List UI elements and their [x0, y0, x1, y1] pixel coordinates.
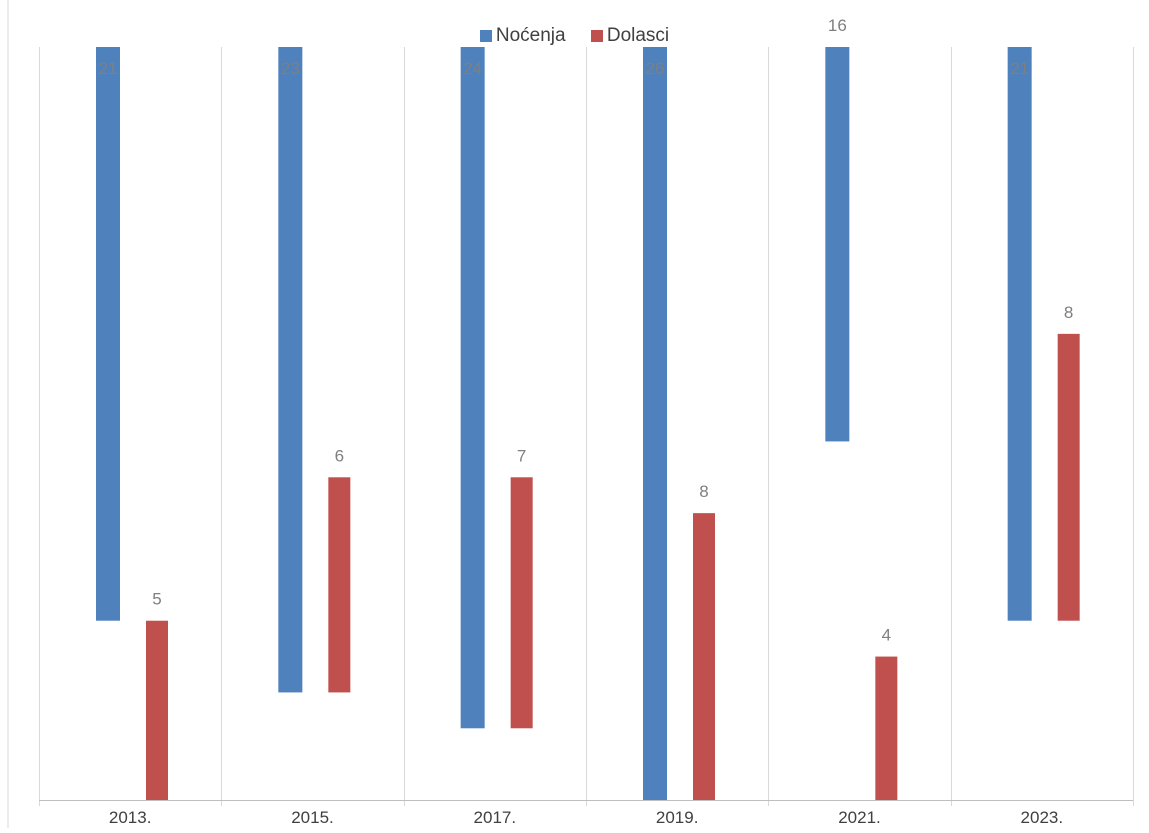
legend-label-nocenja: Noćenja — [495, 25, 566, 46]
x-tick-label: 2013. — [109, 808, 152, 827]
x-tick-label: 2019. — [656, 808, 699, 827]
data-label-nocenja-2023: 21 — [1010, 59, 1029, 78]
x-tick-label: 2021. — [838, 808, 881, 827]
bar-nocenja-2023 — [1007, 47, 1032, 621]
data-label-nocenja-2017: 24 — [463, 59, 482, 78]
bar-dolasci-2017 — [510, 477, 533, 729]
x-tick-label: 2023. — [1021, 808, 1064, 827]
chart-legend: Noćenja Dolasci — [0, 24, 1149, 48]
bar-dolasci-2015 — [328, 477, 351, 693]
data-label-nocenja-2021: 16 — [828, 16, 847, 35]
data-label-nocenja-2015: 23 — [281, 59, 300, 78]
bar-dolasci-2019 — [693, 513, 715, 800]
legend-item-nocenja: Noćenja — [479, 24, 566, 48]
data-label-dolasci-2019: 8 — [699, 482, 708, 501]
data-label-dolasci-2013: 5 — [152, 590, 161, 609]
legend-item-dolasci: Dolasci — [590, 24, 670, 48]
bar-nocenja-2017 — [460, 47, 485, 729]
data-label-nocenja-2019: 26 — [646, 59, 665, 78]
bar-nocenja-2015 — [278, 47, 303, 693]
data-label-nocenja-2013: 21 — [99, 59, 118, 78]
legend-swatch-dolasci — [590, 30, 603, 42]
data-label-dolasci-2017: 7 — [517, 446, 526, 465]
bar-nocenja-2013 — [96, 47, 120, 621]
bar-nocenja-2019 — [643, 47, 667, 800]
data-label-dolasci-2015: 6 — [335, 446, 344, 465]
bar-dolasci-2023 — [1057, 333, 1080, 621]
bar-dolasci-2021 — [875, 656, 898, 800]
bar-dolasci-2013 — [146, 620, 168, 800]
x-tick-label: 2015. — [291, 808, 334, 827]
legend-label-dolasci: Dolasci — [606, 25, 670, 46]
x-tick-label: 2017. — [474, 808, 517, 827]
data-label-dolasci-2023: 8 — [1064, 303, 1073, 322]
data-label-dolasci-2021: 4 — [882, 626, 891, 645]
legend-swatch-nocenja — [479, 30, 492, 42]
bar-nocenja-2021 — [825, 47, 850, 442]
